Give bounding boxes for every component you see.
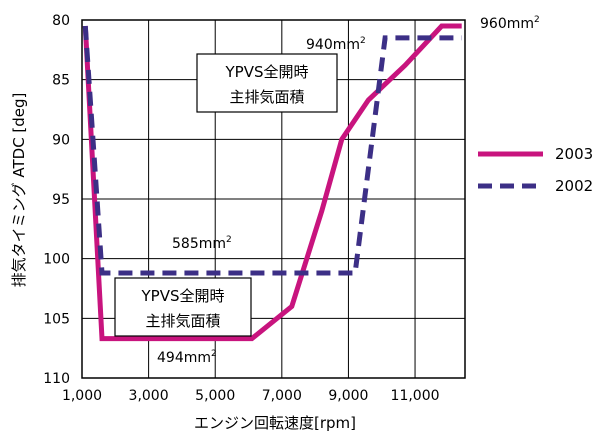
plot-frame (81, 19, 466, 379)
annotation-940: 940mm2 (306, 36, 366, 53)
series-line-2002 (82, 25, 462, 276)
annotation-494: 494mm2 (157, 349, 217, 366)
x-tick-label-1: 3,000 (129, 388, 169, 404)
x-tick-label-5: 11,000 (391, 388, 440, 404)
x-tick-label-3: 7,000 (262, 388, 302, 404)
y-tick-label-5: 105 (43, 311, 70, 327)
series-layer (82, 23, 462, 342)
y-tick-label-1: 85 (52, 73, 70, 89)
y-tick-label-0: 80 (52, 13, 70, 29)
annotation-585: 585mm2 (172, 235, 232, 252)
callout-box-top-line1: YPVS全開時 (225, 63, 309, 81)
x-tick-label-2: 5,000 (195, 388, 235, 404)
y-tick-label-4: 100 (43, 252, 70, 268)
y-axis-title: 排気タイミング ATDC [deg] (10, 93, 28, 288)
annotation-960: 960mm2 (480, 15, 540, 32)
callout-box-top-line2: 主排気面積 (229, 88, 304, 106)
x-tick-label-0: 1,000 (62, 388, 102, 404)
legend-label-2002: 2002 (555, 177, 593, 195)
legend-label-2003: 2003 (555, 145, 593, 163)
x-tick-labels: 1,000 3,000 5,000 7,000 9,000 11,000 (62, 388, 440, 404)
legend: 2003 2002 (478, 145, 593, 195)
callout-box-bottom: YPVS全開時 主排気面積 (114, 277, 252, 337)
y-tick-labels: 80 85 90 95 100 105 110 (43, 13, 70, 387)
x-axis-title: エンジン回転速度[rpm] (194, 414, 356, 432)
callout-box-top: YPVS全開時 主排気面積 (196, 53, 338, 113)
series-line-2003 (82, 23, 462, 342)
y-tick-label-2: 90 (52, 132, 70, 148)
callout-box-bottom-frame (114, 277, 252, 337)
callout-box-bottom-line1: YPVS全開時 (141, 287, 225, 305)
x-tick-label-4: 9,000 (328, 388, 368, 404)
y-tick-label-6: 110 (43, 371, 70, 387)
annotations: 940mm2 960mm2 585mm2 494mm2 (157, 15, 540, 366)
callout-box-bottom-line2: 主排気面積 (145, 312, 220, 330)
callout-box-top-frame (196, 53, 338, 113)
y-tick-label-3: 95 (52, 192, 70, 208)
